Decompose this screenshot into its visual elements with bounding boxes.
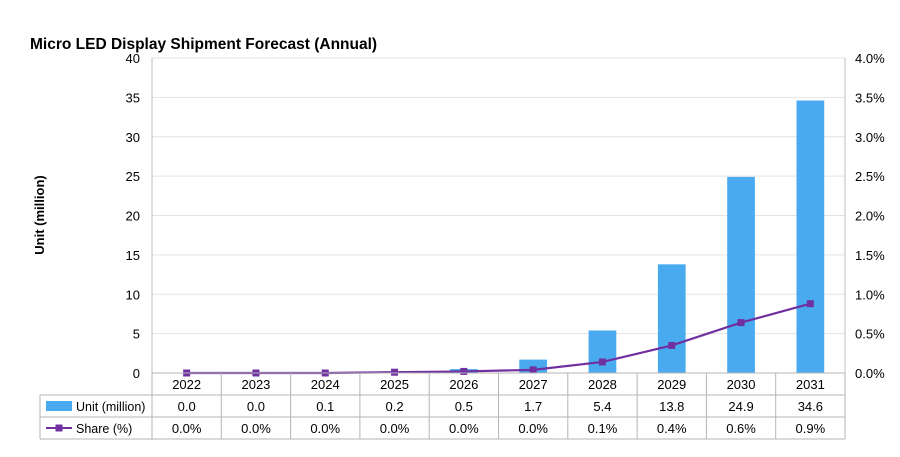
data-label: 1.7 (524, 399, 542, 414)
y2-tick-label: 2.5% (855, 169, 885, 184)
line-point (460, 367, 468, 375)
y-tick-label: 40 (126, 51, 140, 66)
data-label: 0.0% (380, 421, 410, 436)
y-tick-label: 10 (126, 287, 140, 302)
x-tick-label: 2028 (588, 377, 617, 392)
y2-tick-label: 0.5% (855, 327, 885, 342)
data-label: 0.0% (518, 421, 548, 436)
y-tick-label: 35 (126, 90, 140, 105)
x-tick-label: 2023 (241, 377, 270, 392)
y2-tick-label: 1.5% (855, 248, 885, 263)
data-table: 2022 2023 2024 2025 2026 2027 2028 2029 2030 2031… (39, 372, 846, 440)
bar (796, 100, 825, 374)
x-tick-label: 2029 (657, 377, 686, 392)
data-label: 0.0% (449, 421, 479, 436)
y2-tick-label: 2.0% (855, 209, 885, 224)
gridlines (152, 57, 845, 335)
data-label: 5.4 (593, 399, 611, 414)
line-point (598, 358, 606, 366)
data-label: 0.5 (455, 399, 473, 414)
legend-label: Unit (million) (76, 400, 145, 414)
data-label: 0.1% (588, 421, 618, 436)
y2-tick-label: 3.5% (855, 90, 885, 105)
y-tick-label: 20 (126, 209, 140, 224)
data-label: 0.2 (386, 399, 404, 414)
data-label: 24.9 (728, 399, 753, 414)
line-point (529, 366, 537, 374)
y2-tick-label: 0.0% (855, 366, 885, 381)
y-tick-label: 30 (126, 130, 140, 145)
y2-tick-label: 1.0% (855, 287, 885, 302)
data-label: 0.0% (310, 421, 340, 436)
data-label: 34.6 (798, 399, 823, 414)
y-tick-label: 25 (126, 169, 140, 184)
legend-key-bar (46, 401, 72, 411)
data-label: 0.0 (178, 399, 196, 414)
x-tick-label: 2027 (519, 377, 548, 392)
bar (727, 176, 755, 373)
x-tick-label: 2030 (727, 377, 756, 392)
data-label: 0.9% (796, 421, 826, 436)
data-label: 13.8 (659, 399, 684, 414)
x-tick-label: 2025 (380, 377, 409, 392)
y-tick-label: 5 (133, 327, 140, 342)
data-label: 0.6% (726, 421, 756, 436)
legend-label: Share (%) (76, 422, 132, 436)
legend-key-marker (55, 424, 63, 432)
line-series (183, 300, 814, 377)
bar (657, 264, 686, 373)
line-point (737, 319, 745, 327)
share-line (186, 302, 811, 375)
y2-tick-label: 4.0% (855, 51, 885, 66)
data-label: 0.1 (316, 399, 334, 414)
bar-series (311, 100, 825, 374)
line-point (806, 300, 814, 308)
x-tick-label: 2031 (796, 377, 825, 392)
y-tick-label: 15 (126, 248, 140, 263)
line-point (668, 341, 676, 349)
data-label: 0.4% (657, 421, 687, 436)
x-tick-label: 2024 (311, 377, 340, 392)
y-tick-label: 0 (133, 366, 140, 381)
chart-title: Micro LED Display Shipment Forecast (Ann… (30, 36, 377, 53)
y-axis-label: Unit (million) (32, 175, 47, 254)
x-tick-label: 2022 (172, 377, 201, 392)
data-label: 0.0% (172, 421, 202, 436)
data-label: 0.0% (241, 421, 271, 436)
axes: 0 5 10 15 20 25 30 35 40 0.0% 0.5% 1.0% 1.5% 2.0% 2.5%… (126, 51, 886, 381)
x-tick-label: 2026 (449, 377, 478, 392)
y2-tick-label: 3.0% (855, 130, 885, 145)
bar (588, 330, 617, 373)
line-point (391, 368, 399, 376)
data-label: 0.0 (247, 399, 265, 414)
